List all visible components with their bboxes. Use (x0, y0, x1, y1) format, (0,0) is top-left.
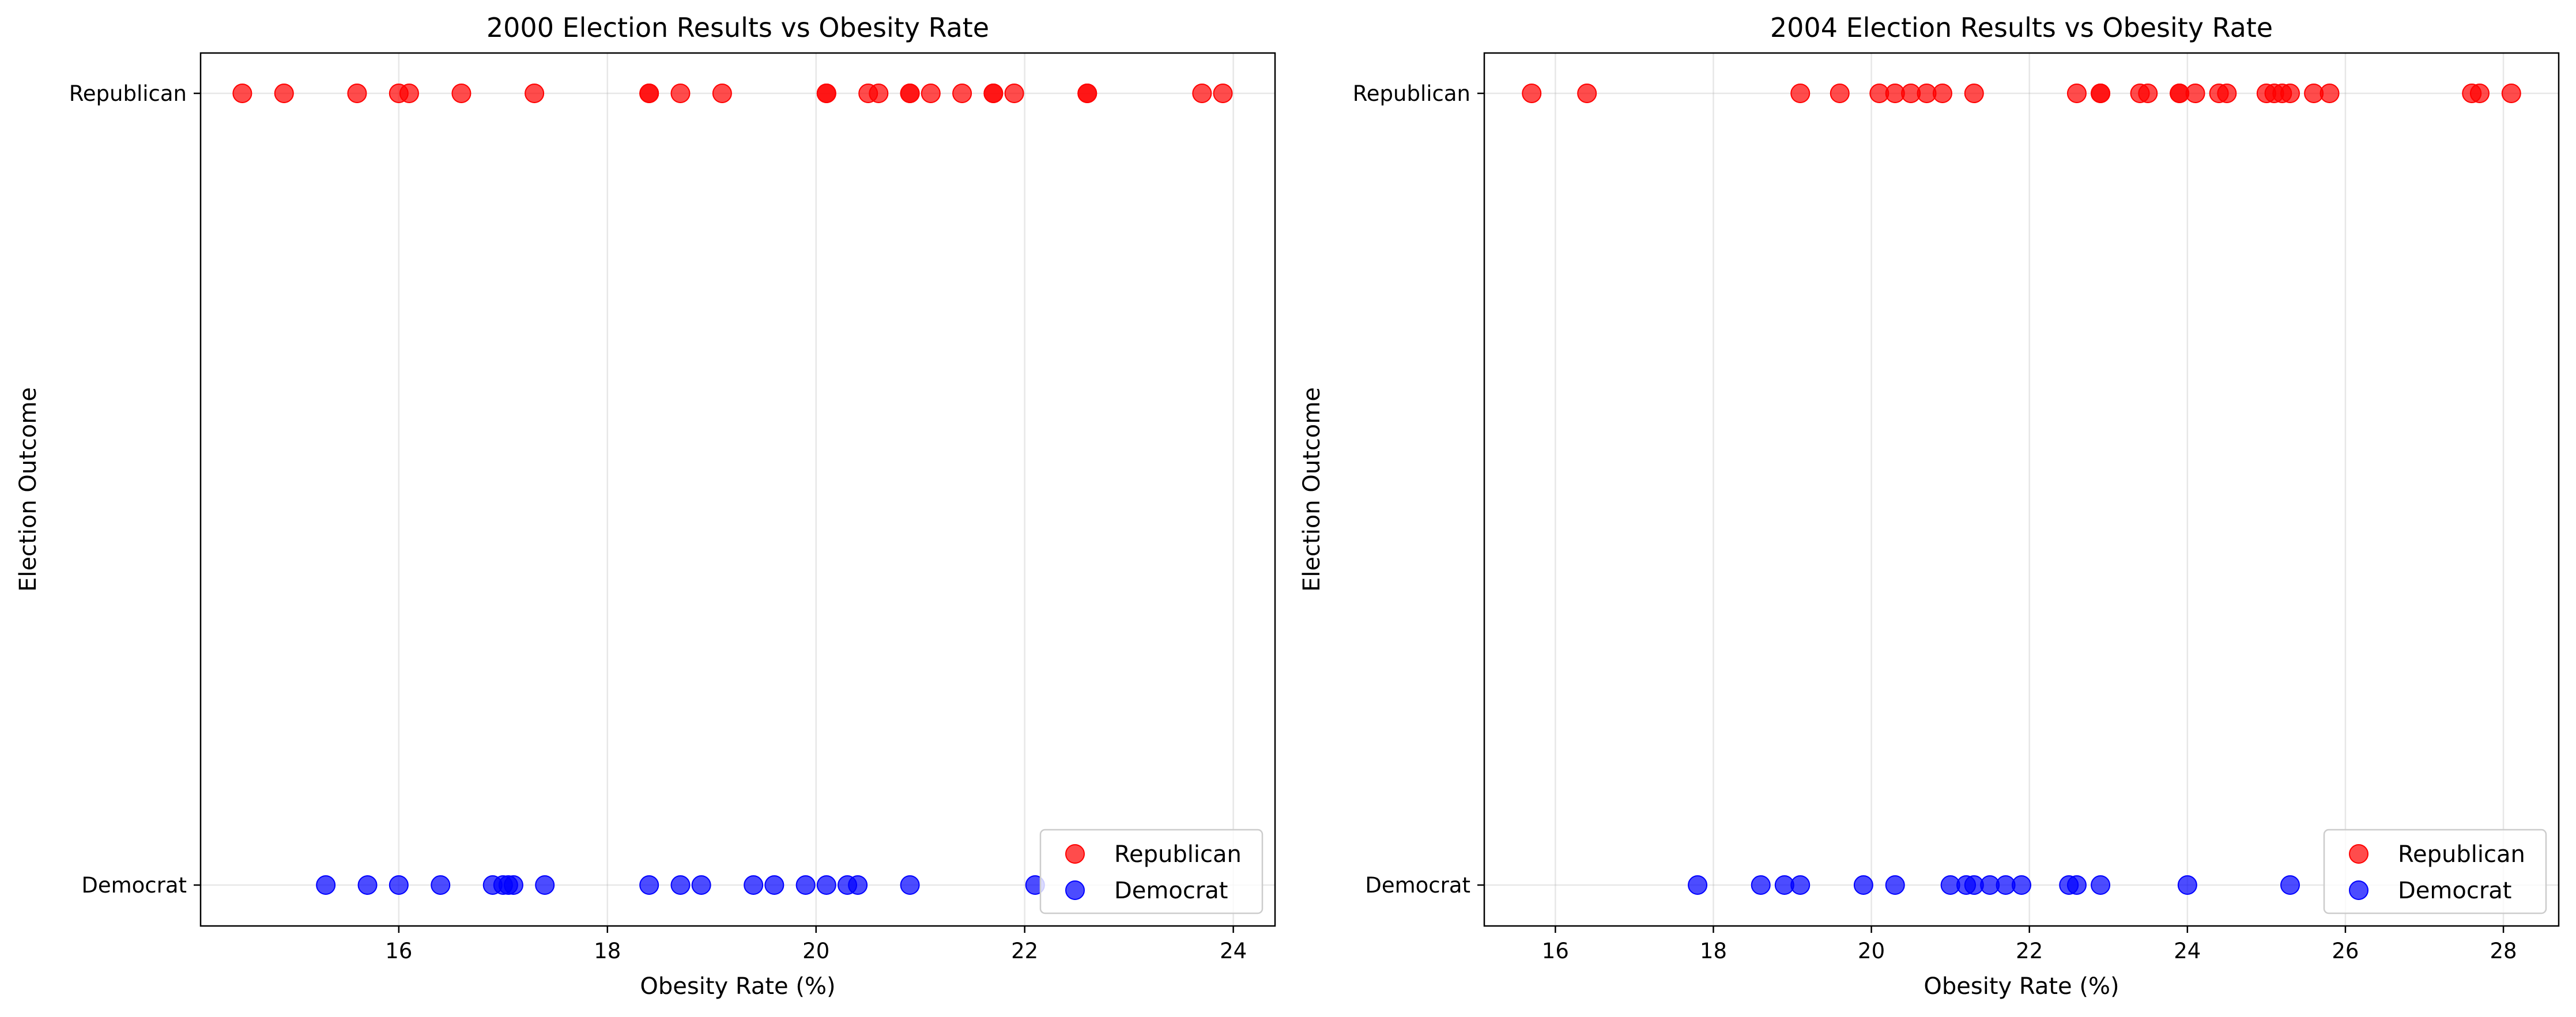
republican-point (639, 84, 659, 103)
y-tick-label: Republican (69, 81, 187, 106)
republican-point (1830, 84, 1850, 103)
republican-point (399, 84, 419, 103)
legend-label-republican: Republican (2398, 841, 2525, 868)
x-tick-label: 22 (2016, 939, 2043, 963)
x-tick-label: 20 (1858, 939, 1885, 963)
republican-point (816, 84, 836, 103)
democrat-point (691, 875, 711, 895)
legend-label-democrat: Democrat (1114, 878, 1228, 904)
democrat-point (503, 875, 523, 895)
republican-point (525, 84, 545, 103)
democrat-point (639, 875, 659, 895)
y-tick-label: Democrat (1365, 873, 1470, 898)
y-tick-label: Republican (1353, 81, 1470, 106)
x-tick-label: 24 (2174, 939, 2201, 963)
plot-frame (1483, 52, 2560, 927)
democrat-point (1688, 875, 1708, 895)
republican-point (2091, 84, 2111, 103)
y-axis-label: Election Outcome (15, 387, 42, 592)
republican-point (2501, 84, 2521, 103)
republican-point (952, 84, 972, 103)
republican-point (1964, 84, 1984, 103)
democrat-point (1885, 875, 1905, 895)
republican-point (1213, 84, 1233, 103)
republican-point (2066, 84, 2087, 103)
x-tick-label: 22 (1011, 939, 1038, 963)
democrat-point (316, 875, 336, 895)
republican-point (1522, 84, 1542, 103)
democrat-point (670, 875, 691, 895)
republican-point (983, 84, 1004, 103)
legend-box (1039, 829, 1264, 914)
democrat-point (431, 875, 451, 895)
democrat-point (535, 875, 555, 895)
left-chart-title: 2000 Election Results vs Obesity Rate (486, 12, 989, 43)
republican-point (2280, 84, 2300, 103)
x-tick-label: 20 (802, 939, 829, 963)
republican-point (1932, 84, 1952, 103)
republican-point (2469, 84, 2490, 103)
republican-point (347, 84, 367, 103)
legend-marker-democrat (2349, 880, 2368, 900)
republican-point (451, 84, 472, 103)
x-tick-label: 28 (2490, 939, 2517, 963)
x-tick-label: 18 (1700, 939, 1727, 963)
legend-box (2323, 829, 2547, 914)
republican-point (274, 84, 294, 103)
democrat-point (357, 875, 378, 895)
x-axis-label: Obesity Rate (%) (1923, 973, 2119, 1000)
republican-point (1004, 84, 1024, 103)
republican-point (2319, 84, 2340, 103)
x-tick-label: 26 (2332, 939, 2359, 963)
democrat-point (2280, 875, 2300, 895)
y-tick-label: Democrat (81, 873, 187, 898)
democrat-point (816, 875, 836, 895)
republican-point (670, 84, 691, 103)
legend-label-democrat: Democrat (2398, 878, 2511, 904)
legend-marker-democrat (1065, 880, 1085, 900)
republican-point (2138, 84, 2158, 103)
democrat-point (744, 875, 764, 895)
democrat-point (1790, 875, 1811, 895)
democrat-point (848, 875, 868, 895)
democrat-point (1751, 875, 1771, 895)
legend: Republican Democrat (2323, 829, 2547, 914)
republican-point (1577, 84, 1597, 103)
legend-marker-republican (1065, 844, 1085, 864)
democrat-point (2066, 875, 2087, 895)
right-chart: 16 18 20 22 24 26 28 Democrat Republican 2004 Ele… (1299, 12, 2560, 1000)
democrat-point (764, 875, 785, 895)
republican-point (1077, 84, 1097, 103)
legend-marker-republican (2349, 844, 2368, 864)
democrat-point (1853, 875, 1873, 895)
plot-frame (199, 52, 1276, 927)
republican-point (2185, 84, 2205, 103)
x-tick-label: 24 (1220, 939, 1247, 963)
left-chart: 16 18 20 22 24 Democrat Republican 2000 Electio… (15, 12, 1276, 1000)
republican-point (921, 84, 941, 103)
x-axis-label: Obesity Rate (%) (640, 973, 835, 1000)
republican-point (1192, 84, 1212, 103)
democrat-point (389, 875, 409, 895)
republican-point (900, 84, 920, 103)
democrat-point (2177, 875, 2197, 895)
democrat-point (2012, 875, 2031, 895)
republican-point (2217, 84, 2237, 103)
republican-point (1790, 84, 1811, 103)
y-axis-label: Election Outcome (1299, 387, 1325, 592)
legend: Republican Democrat (1039, 829, 1264, 914)
republican-point (232, 84, 252, 103)
x-tick-label: 16 (1542, 939, 1569, 963)
x-tick-label: 18 (594, 939, 621, 963)
right-chart-title: 2004 Election Results vs Obesity Rate (1770, 12, 2273, 43)
x-tick-label: 16 (385, 939, 412, 963)
republican-point (869, 84, 889, 103)
democrat-point (795, 875, 816, 895)
democrat-point (2091, 875, 2111, 895)
republican-point (712, 84, 732, 103)
legend-label-republican: Republican (1114, 841, 1242, 868)
democrat-point (900, 875, 920, 895)
